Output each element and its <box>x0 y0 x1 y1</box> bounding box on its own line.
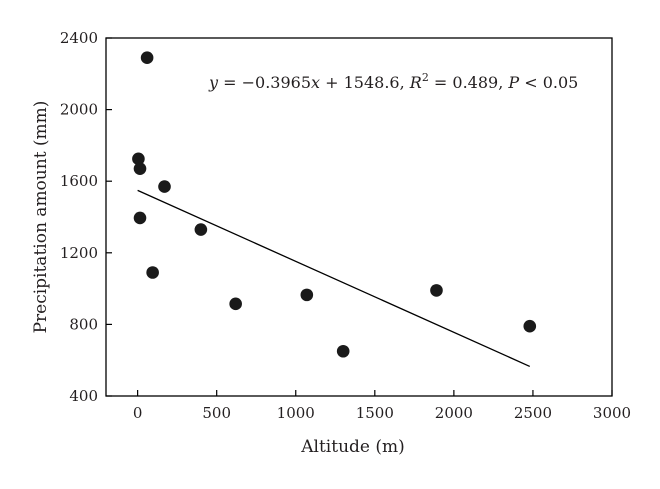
x-axis-ticks: 0 500 1000 1500 2000 2500 3000 <box>133 390 631 422</box>
plot-area-frame <box>105 37 613 397</box>
x-tick-label: 1000 <box>277 404 315 422</box>
y-tick-label: 1200 <box>60 244 98 262</box>
x-tick-label: 2000 <box>435 404 473 422</box>
annotation-equals: = −0.3965 <box>218 73 311 92</box>
y-tick-label: 2000 <box>60 101 98 119</box>
y-tick-label: 400 <box>69 387 98 405</box>
x-tick-label: 1500 <box>356 404 394 422</box>
data-point <box>194 223 208 236</box>
y-tick-label: 2400 <box>60 29 98 47</box>
annotation-p: P <box>507 73 519 92</box>
y-tick-label: 1600 <box>60 172 98 190</box>
data-point <box>133 162 147 175</box>
y-axis-title: Precipitation amount (mm) <box>31 101 51 334</box>
regression-line <box>137 189 531 368</box>
x-tick-label: 0 <box>133 404 143 422</box>
annotation-y: y <box>208 73 219 92</box>
annotation-p-value: < 0.05 <box>519 73 578 92</box>
regression-annotation: y = −0.3965x + 1548.6, R2 = 0.489, P < 0… <box>208 71 578 92</box>
y-axis-ticks: 400 800 1200 1600 2000 2400 <box>60 29 112 405</box>
annotation-x: x <box>311 73 320 92</box>
data-point <box>300 288 314 302</box>
data-point <box>140 51 154 64</box>
data-points <box>132 51 537 358</box>
data-point <box>133 211 147 225</box>
annotation-intercept: + 1548.6, <box>320 73 410 92</box>
annotation-r: R <box>409 73 422 92</box>
x-tick-label: 500 <box>202 404 231 422</box>
annotation-r-superscript: 2 <box>422 71 429 84</box>
data-point <box>146 266 159 279</box>
x-tick-label: 2500 <box>514 404 552 422</box>
y-tick-label: 800 <box>69 315 98 333</box>
annotation-r2-value: = 0.489, <box>429 73 509 92</box>
data-point <box>158 180 171 193</box>
trendline-group <box>137 189 531 368</box>
data-point <box>430 284 443 297</box>
data-point <box>523 319 537 333</box>
data-point <box>229 297 242 311</box>
data-point <box>336 344 350 358</box>
x-axis-title: Altitude (m) <box>300 437 405 457</box>
x-tick-label: 3000 <box>593 404 631 422</box>
data-point <box>132 152 145 166</box>
